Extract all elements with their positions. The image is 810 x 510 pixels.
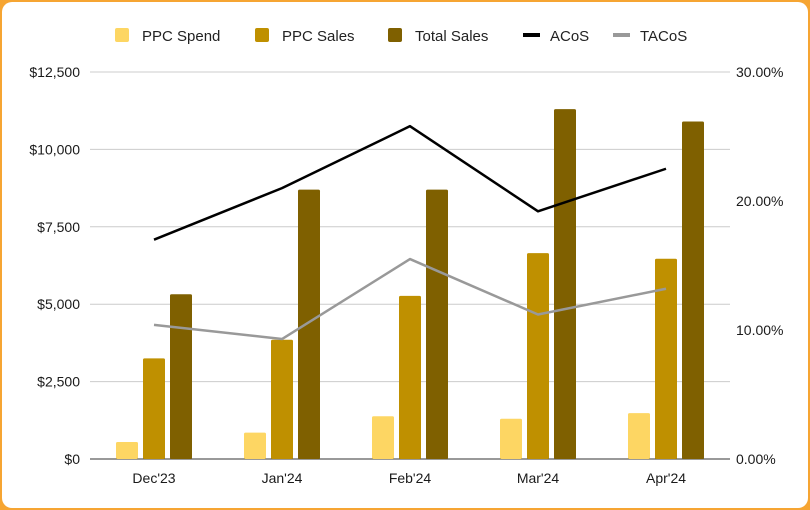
legend-label-total-sales: Total Sales (415, 28, 488, 45)
y-right-tick-label: 30.00% (736, 64, 783, 80)
bar-total-sales (554, 109, 576, 459)
legend-swatch-acos (523, 33, 540, 37)
y-left-tick-label: $0 (64, 451, 80, 467)
y-left-tick-label: $12,500 (29, 64, 80, 80)
bars (116, 109, 704, 459)
y-left-tick-label: $7,500 (37, 219, 80, 235)
bar-ppc-spend (500, 418, 522, 459)
bar-ppc-spend (116, 441, 138, 459)
bar-ppc-spend (628, 413, 650, 459)
bar-ppc-sales (399, 295, 421, 459)
bar-total-sales (170, 294, 192, 459)
y-right-tick-label: 10.00% (736, 322, 783, 338)
legend-label-tacos: TACoS (640, 28, 687, 45)
legend: PPC Spend PPC Sales Total Sales ACoS TACoS (115, 28, 687, 45)
bar-ppc-sales (271, 339, 293, 459)
legend-label-ppc-spend: PPC Spend (142, 28, 220, 45)
bar-total-sales (682, 121, 704, 459)
bar-ppc-spend (372, 416, 394, 459)
y-right-tick-label: 0.00% (736, 451, 776, 467)
line-acos (153, 124, 667, 241)
legend-label-ppc-sales: PPC Sales (282, 28, 355, 45)
x-tick-label: Jan'24 (262, 470, 303, 486)
y-left-tick-label: $2,500 (37, 374, 80, 390)
x-tick-label: Apr'24 (646, 470, 686, 486)
bar-ppc-sales (143, 358, 165, 459)
lines (153, 124, 667, 341)
x-tick-label: Mar'24 (517, 470, 560, 486)
x-tick-label: Feb'24 (389, 470, 432, 486)
y-right-tick-label: 20.00% (736, 193, 783, 209)
y-left-tick-label: $5,000 (37, 296, 80, 312)
x-tick-label: Dec'23 (132, 470, 175, 486)
legend-swatch-ppc-sales (255, 28, 269, 42)
legend-swatch-tacos (613, 33, 630, 37)
bar-total-sales (298, 189, 320, 459)
axes: $0 $2,500 $5,000 $7,500 $10,000 $12,500 0.00% 1… (29, 64, 783, 486)
bar-ppc-sales (655, 258, 677, 459)
legend-swatch-ppc-spend (115, 28, 129, 42)
legend-label-acos: ACoS (550, 28, 589, 45)
line-tacos (153, 257, 667, 341)
bar-ppc-spend (244, 432, 266, 459)
bar-ppc-sales (527, 253, 549, 459)
y-left-tick-label: $10,000 (29, 141, 80, 157)
bar-total-sales (426, 189, 448, 459)
legend-swatch-total-sales (388, 28, 402, 42)
